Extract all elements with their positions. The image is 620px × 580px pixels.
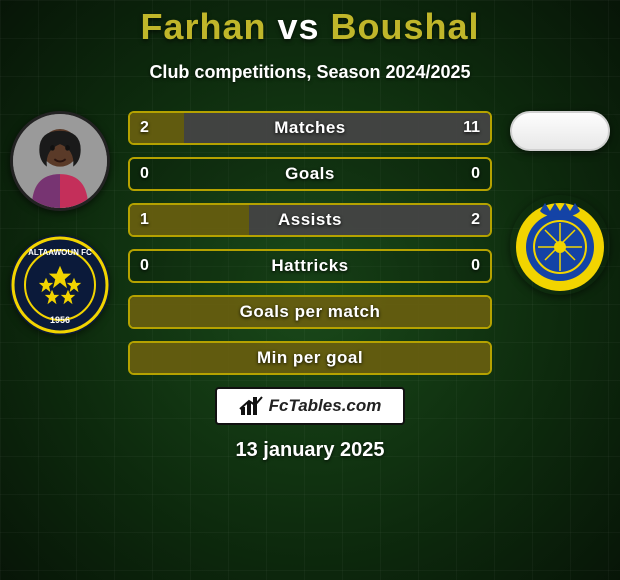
stat-label: Min per goal [130, 343, 490, 373]
player2-side [500, 111, 620, 295]
stat-label: Matches [130, 113, 490, 143]
stat-bar: Goals per match [128, 295, 492, 329]
badge-text: FcTables.com [269, 396, 382, 416]
club1-name-text: ALTAAWOUN FC [28, 248, 92, 257]
stat-label: Hattricks [130, 251, 490, 281]
club-crest-icon [510, 195, 610, 295]
title-player1: Farhan [140, 6, 266, 47]
stat-label: Goals [130, 159, 490, 189]
date-text: 13 january 2025 [236, 439, 385, 462]
title-vs: vs [277, 6, 319, 47]
title-player2: Boushal [331, 6, 480, 47]
subtitle: Club competitions, Season 2024/2025 [149, 62, 470, 83]
stat-bar: 00Goals [128, 157, 492, 191]
bars-chart-icon [239, 395, 263, 417]
stat-label: Assists [130, 205, 490, 235]
comparison-row: ALTAAWOUN FC 1956 211Matches 00Goals 12Ass… [0, 111, 620, 375]
source-badge: FcTables.com [215, 387, 406, 425]
stat-bar: 211Matches [128, 111, 492, 145]
person-icon [13, 114, 107, 208]
stat-label: Goals per match [130, 297, 490, 327]
stat-bar: 12Assists [128, 203, 492, 237]
stat-bar: Min per goal [128, 341, 492, 375]
player2-avatar [510, 111, 610, 151]
stat-bar: 00Hattricks [128, 249, 492, 283]
player1-club-badge: ALTAAWOUN FC 1956 [10, 235, 110, 335]
club-crest-icon: ALTAAWOUN FC 1956 [10, 235, 110, 335]
player1-avatar [10, 111, 110, 211]
page-title: Farhan vs Boushal [140, 6, 479, 48]
player2-club-badge [510, 195, 610, 295]
club1-year-text: 1956 [50, 315, 70, 325]
stat-bars: 211Matches 00Goals 12Assists 00Hattricks Goa… [120, 111, 500, 375]
player1-side: ALTAAWOUN FC 1956 [0, 111, 120, 335]
